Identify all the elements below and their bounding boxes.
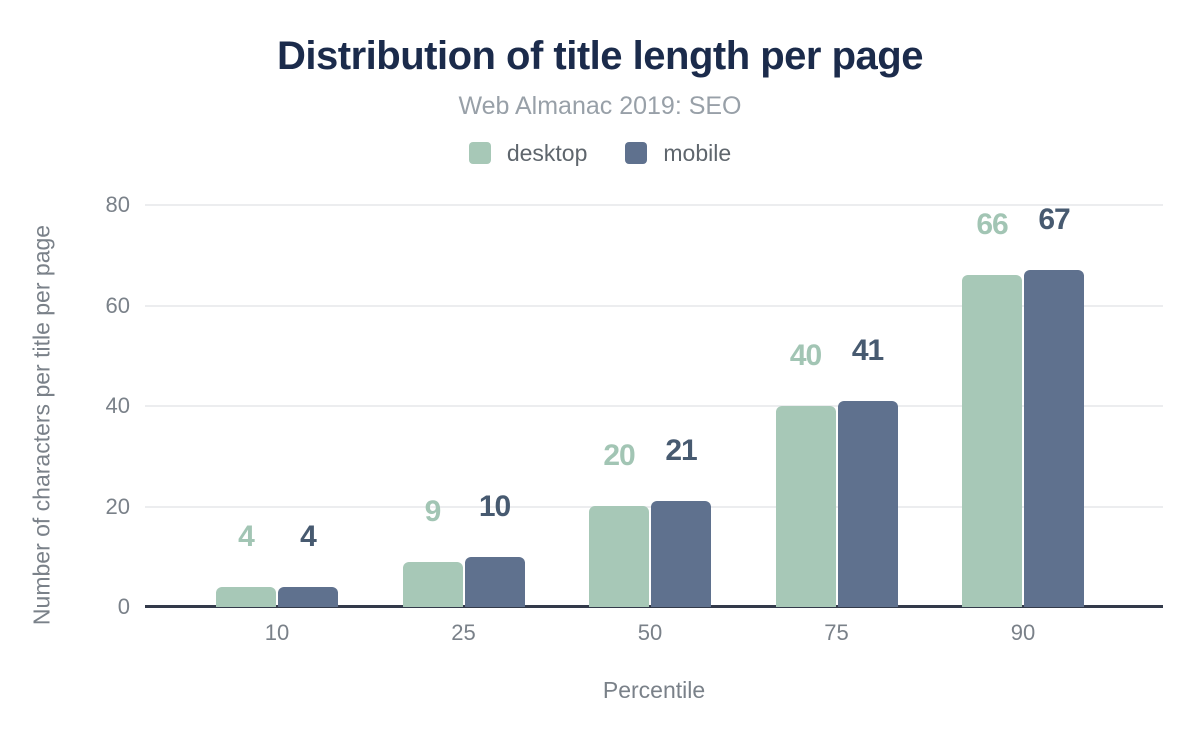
y-tick-label-40: 40 (105, 393, 130, 418)
bar-mobile-p25 (464, 557, 525, 607)
bar-label-desktop-p90: 66 (976, 208, 1008, 241)
bar-label-mobile-p25: 10 (478, 490, 511, 523)
x-axis-title: Percentile (602, 677, 706, 703)
bar-desktop-p75 (775, 406, 836, 607)
bar-desktop-p50 (589, 506, 649, 607)
chart-subtitle: Web Almanac 2019: SEO (458, 92, 742, 120)
x-tick-label-25: 25 (451, 620, 476, 645)
bar-label-desktop-p75: 40 (789, 339, 822, 372)
y-tick-label-0: 0 (117, 594, 130, 619)
bar-label-mobile-p75: 41 (851, 334, 884, 367)
chart-title: Distribution of title length per page (277, 34, 923, 78)
gridline-60 (145, 304, 1163, 307)
y-tick-label-20: 20 (105, 493, 130, 519)
gridline-80 (145, 204, 1163, 206)
legend-swatch-mobile (625, 142, 648, 164)
x-tick-label-90: 90 (1010, 620, 1036, 645)
legend-item-desktop: desktop (468, 139, 588, 167)
bar-mobile-p75 (837, 401, 898, 607)
plot-area: 4 4 9 10 20 21 40 41 66 67 (145, 203, 1163, 608)
bar-label-mobile-p90: 67 (1038, 203, 1070, 236)
bar-desktop-p90 (962, 275, 1022, 607)
x-tick-label-50: 50 (637, 620, 663, 645)
legend: desktop mobile (0, 140, 1200, 166)
bar-label-mobile-p50: 21 (665, 434, 697, 467)
legend-label-mobile: mobile (663, 139, 732, 166)
y-tick-label-60: 60 (105, 292, 130, 318)
bar-label-desktop-p25: 9 (424, 495, 442, 528)
legend-swatch-desktop (468, 142, 491, 164)
bar-label-desktop-p10: 4 (238, 520, 255, 553)
bar-desktop-p25 (402, 562, 463, 607)
x-tick-label-10: 10 (264, 620, 290, 645)
bar-mobile-p50 (651, 501, 711, 607)
bar-label-mobile-p10: 4 (300, 520, 317, 553)
gridline-40 (145, 405, 1163, 407)
legend-label-desktop: desktop (506, 139, 588, 166)
bar-label-desktop-p50: 20 (603, 439, 635, 472)
bar-mobile-p10 (278, 587, 338, 607)
bar-desktop-p10 (216, 587, 276, 607)
y-axis-title: Number of characters per title per page (28, 224, 55, 626)
legend-item-mobile: mobile (625, 140, 731, 167)
bar-mobile-p90 (1024, 270, 1084, 607)
y-tick-label-80: 80 (105, 192, 130, 217)
x-tick-label-75: 75 (824, 620, 849, 645)
